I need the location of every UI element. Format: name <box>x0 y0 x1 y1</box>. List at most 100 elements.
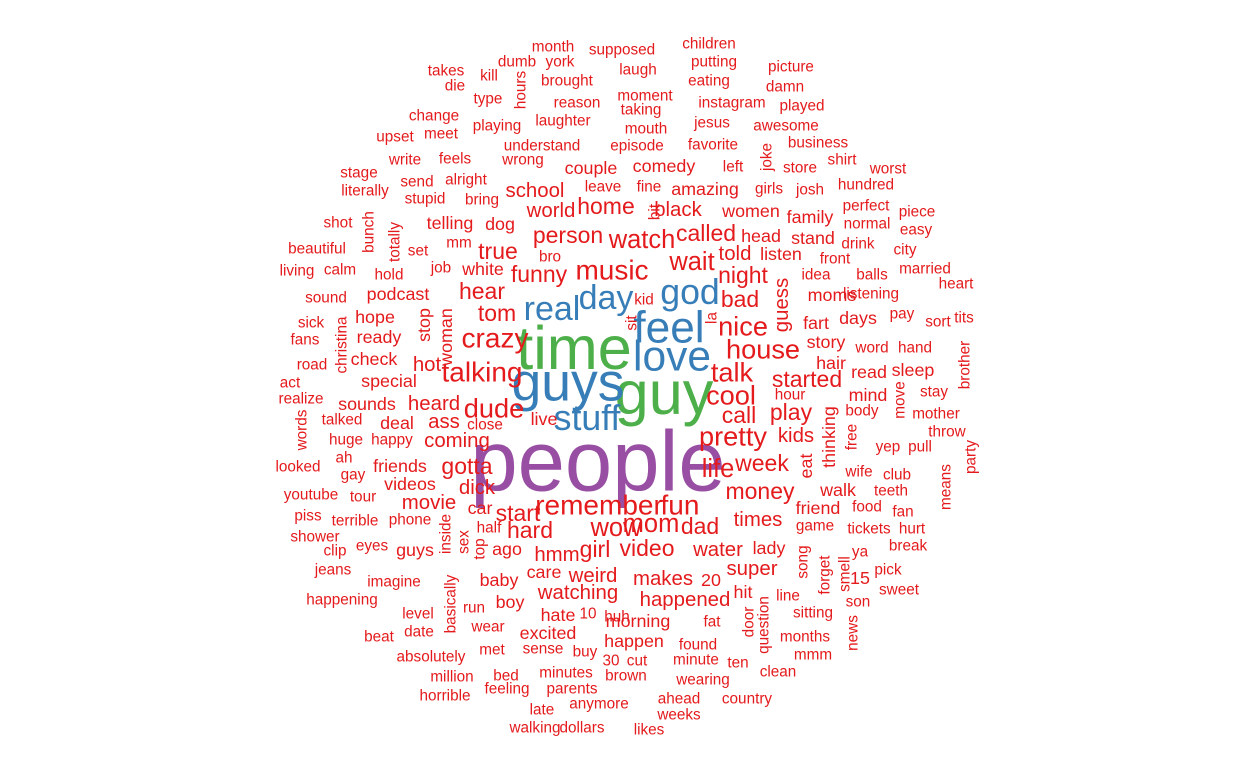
word-eat: eat <box>796 454 816 479</box>
word-ago: ago <box>492 539 522 559</box>
word-eyes: eyes <box>356 538 389 555</box>
word-million: million <box>430 669 473 686</box>
word-mother: mother <box>912 406 960 423</box>
word-fine: fine <box>637 179 662 196</box>
word-clip: clip <box>324 543 347 560</box>
word-tom: tom <box>478 300 516 326</box>
word-read: read <box>851 362 887 382</box>
word-game: game <box>796 518 834 535</box>
word-people: people <box>470 415 725 510</box>
word-jeans: jeans <box>314 562 352 579</box>
word-cool: cool <box>706 380 756 411</box>
word-pretty: pretty <box>699 421 767 452</box>
word-play: play <box>770 399 813 425</box>
word-family: family <box>787 207 834 227</box>
word-party: party <box>963 440 980 474</box>
word-god: god <box>660 272 720 312</box>
word-pull: pull <box>908 439 932 456</box>
word-hmm: hmm <box>534 544 579 566</box>
word-life: life <box>702 455 735 483</box>
word-nice: nice <box>718 311 768 342</box>
word-couple: couple <box>565 158 618 178</box>
word-brought: brought <box>541 73 594 90</box>
word-write: write <box>388 152 421 169</box>
word-30: 30 <box>602 653 619 670</box>
word-talked: talked <box>322 412 363 429</box>
word-hold: hold <box>375 267 404 284</box>
word-days: days <box>839 308 877 328</box>
word-stage: stage <box>340 165 377 182</box>
word-huh: huh <box>604 609 630 626</box>
word-horrible: horrible <box>419 688 470 705</box>
word-absolutely: absolutely <box>397 649 466 666</box>
word-dick: dick <box>459 477 496 499</box>
word-sex: sex <box>456 530 473 554</box>
word-basically: basically <box>443 574 460 633</box>
word-top: top <box>472 538 489 559</box>
word-dude: dude <box>464 393 524 424</box>
word-normal: normal <box>844 216 891 233</box>
word-hurt: hurt <box>899 521 926 538</box>
word-leave: leave <box>585 179 622 196</box>
word-amazing: amazing <box>671 179 739 199</box>
word-times: times <box>734 509 783 531</box>
word-15: 15 <box>850 568 870 588</box>
word-shirt: shirt <box>828 152 858 169</box>
word-stand: stand <box>791 228 835 248</box>
word-totally: totally <box>387 222 404 262</box>
word-music: music <box>575 255 648 286</box>
word-worst: worst <box>869 161 907 178</box>
word-break: break <box>889 538 928 555</box>
word-bring: bring <box>465 192 499 209</box>
word-store: store <box>783 160 817 177</box>
word-20: 20 <box>701 570 721 590</box>
word-hand: hand <box>898 340 932 357</box>
word-job: job <box>430 260 451 277</box>
word-special: special <box>361 371 417 391</box>
word-brown: brown <box>605 668 647 685</box>
word-friend: friend <box>796 498 841 518</box>
word-set: set <box>408 243 429 260</box>
word-laugh: laugh <box>619 62 656 79</box>
word-weird: weird <box>568 565 618 587</box>
word-wait: wait <box>668 248 714 276</box>
word-episode: episode <box>610 138 664 155</box>
word-beautiful: beautiful <box>288 241 346 258</box>
word-months: months <box>780 629 831 646</box>
word-baby: baby <box>480 570 519 590</box>
word-piece: piece <box>899 204 936 221</box>
word-joke: joke <box>759 143 776 172</box>
word-walk: walk <box>819 480 856 500</box>
word-hope: hope <box>355 307 395 327</box>
word-mouth: mouth <box>625 121 668 138</box>
word-putting: putting <box>691 54 737 71</box>
word-shower: shower <box>290 529 339 546</box>
word-listen: listen <box>760 244 802 264</box>
word-talk: talk <box>711 357 754 388</box>
word-home: home <box>577 193 635 219</box>
word-live: live <box>531 409 558 429</box>
word-drink: drink <box>841 236 875 253</box>
word-time: time <box>516 314 632 382</box>
word-movie: movie <box>402 492 456 514</box>
word-half: half <box>477 520 502 537</box>
word-stop: stop <box>414 308 434 342</box>
word-piss: piss <box>294 508 322 525</box>
word-bunch: bunch <box>361 211 378 253</box>
word-happening: happening <box>306 592 377 609</box>
word-looked: looked <box>275 459 320 476</box>
word-parents: parents <box>546 681 597 698</box>
word-hundred: hundred <box>838 177 894 194</box>
word-woman: woman <box>436 308 456 367</box>
word-teeth: teeth <box>874 483 908 500</box>
word-month: month <box>532 39 575 56</box>
word-world: world <box>526 200 576 222</box>
word-balls: balls <box>856 267 888 284</box>
word-favorite: favorite <box>688 137 738 154</box>
word-girl: girl <box>580 536 611 562</box>
word-hear: hear <box>459 278 505 304</box>
word-upset: upset <box>376 129 414 146</box>
word-late: late <box>530 702 555 719</box>
word-throw: throw <box>928 424 966 441</box>
word-kids: kids <box>778 425 814 447</box>
